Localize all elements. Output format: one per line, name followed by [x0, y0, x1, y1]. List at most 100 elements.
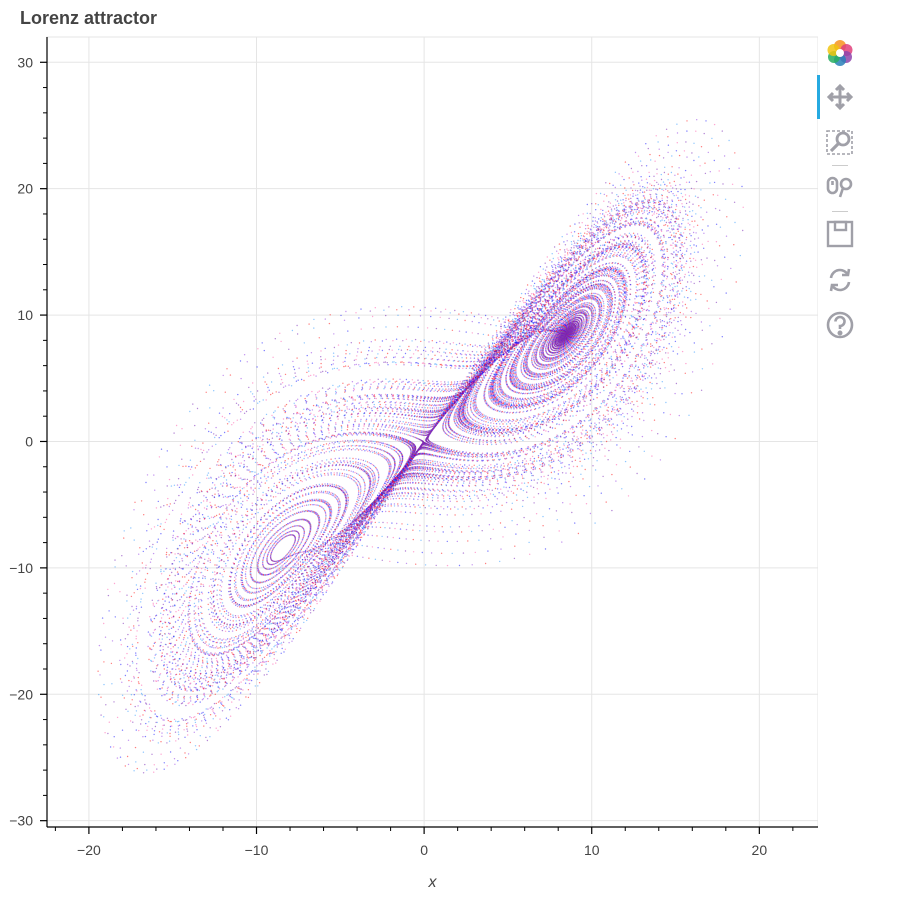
data-point — [345, 491, 348, 493]
data-point — [260, 541, 262, 544]
data-point — [263, 628, 265, 630]
data-point — [153, 680, 155, 682]
data-point — [637, 374, 639, 377]
data-point — [340, 520, 342, 522]
data-point — [212, 482, 214, 484]
data-point — [330, 364, 333, 366]
data-point — [150, 670, 152, 672]
data-point — [245, 591, 248, 593]
data-point — [529, 553, 531, 555]
data-point — [252, 662, 254, 664]
data-point — [559, 449, 561, 451]
data-point — [202, 544, 204, 546]
data-point — [451, 463, 454, 465]
data-point — [447, 359, 450, 362]
data-point — [665, 128, 668, 130]
data-point — [241, 543, 243, 545]
data-point — [272, 506, 274, 508]
data-point — [282, 530, 284, 533]
data-point — [205, 736, 207, 739]
data-point — [587, 264, 589, 266]
data-point — [272, 592, 274, 594]
data-point — [615, 273, 617, 276]
data-point — [277, 406, 279, 408]
data-point — [316, 581, 319, 583]
data-point — [269, 459, 272, 461]
data-point — [467, 401, 469, 403]
data-point — [649, 325, 652, 328]
data-point — [212, 580, 215, 582]
data-point — [735, 281, 737, 283]
data-point — [178, 704, 180, 707]
data-point — [539, 443, 541, 445]
data-point — [505, 452, 508, 454]
data-point — [279, 512, 281, 514]
data-point — [226, 368, 228, 370]
data-point — [500, 323, 502, 325]
data-point — [674, 244, 676, 246]
data-point — [178, 486, 181, 489]
data-point — [669, 244, 672, 246]
data-point — [258, 633, 260, 635]
data-point — [195, 748, 198, 751]
data-point — [107, 588, 109, 591]
data-point — [289, 557, 291, 559]
chart-title: Lorenz attractor — [20, 8, 157, 29]
data-point — [274, 537, 276, 539]
data-point — [156, 688, 159, 690]
data-point — [636, 213, 639, 215]
data-point — [570, 397, 572, 399]
data-point — [607, 252, 610, 254]
data-point — [206, 739, 209, 742]
data-point — [283, 497, 286, 499]
data-point — [402, 394, 404, 396]
data-point — [287, 555, 289, 557]
data-point — [489, 454, 491, 456]
data-point — [629, 386, 631, 388]
data-point — [496, 377, 498, 379]
data-point — [581, 272, 583, 274]
data-point — [593, 244, 596, 246]
data-point — [276, 503, 278, 505]
data-point — [621, 255, 624, 257]
data-point — [250, 619, 252, 622]
data-point — [573, 435, 575, 437]
data-point — [320, 499, 323, 501]
data-point — [166, 699, 168, 702]
data-point — [276, 613, 278, 616]
data-point — [363, 466, 365, 468]
data-point — [616, 321, 618, 323]
data-point — [705, 120, 707, 122]
data-point — [135, 761, 137, 763]
data-point — [575, 393, 577, 395]
data-point — [611, 509, 613, 512]
data-point — [529, 422, 531, 424]
data-point — [640, 282, 643, 284]
data-point — [374, 558, 377, 560]
data-point — [392, 378, 394, 380]
data-point — [254, 685, 256, 687]
data-point — [673, 275, 676, 277]
data-point — [330, 536, 333, 538]
data-point — [599, 255, 602, 258]
data-point — [458, 564, 461, 567]
data-point — [283, 582, 286, 584]
data-point — [591, 261, 593, 263]
data-point — [370, 472, 372, 474]
data-point — [622, 335, 624, 337]
data-point — [540, 398, 542, 400]
data-point — [279, 632, 282, 634]
data-point — [204, 713, 206, 716]
data-point — [524, 423, 526, 425]
data-point — [602, 343, 604, 346]
data-point — [484, 314, 487, 317]
data-point — [259, 654, 261, 657]
data-point — [292, 445, 295, 447]
data-point — [509, 461, 511, 463]
data-point — [136, 690, 138, 692]
data-point — [493, 425, 495, 427]
data-point — [233, 603, 235, 605]
data-point — [688, 414, 690, 416]
data-point — [193, 565, 196, 568]
